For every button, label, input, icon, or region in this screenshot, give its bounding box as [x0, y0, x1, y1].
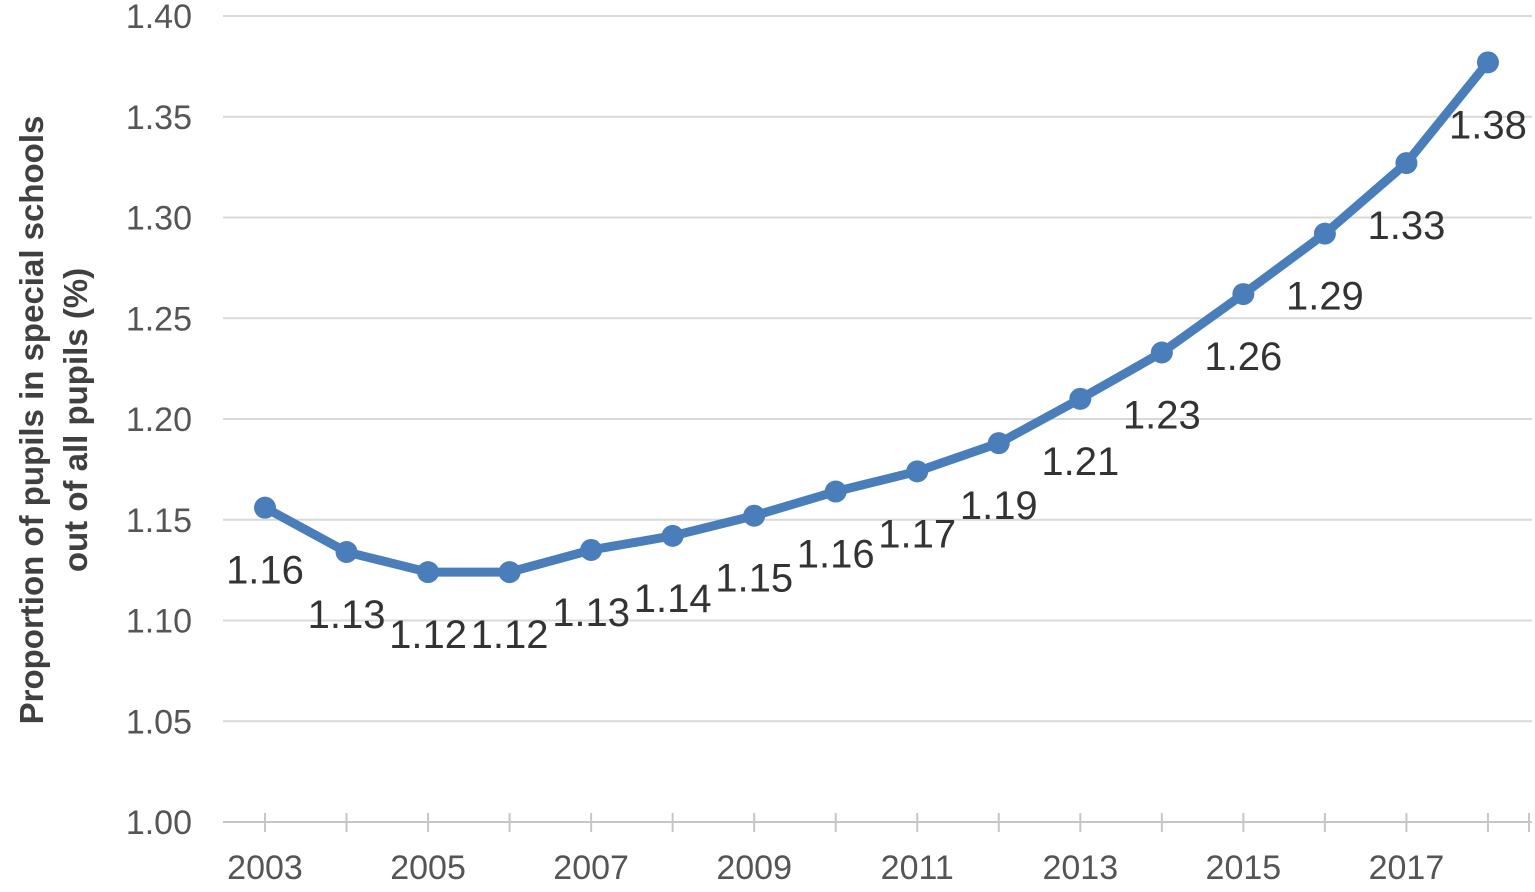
data-point	[743, 504, 766, 527]
y-tick-label: 1.30	[126, 200, 192, 238]
data-label: 1.38	[1449, 103, 1527, 147]
data-point	[1395, 152, 1418, 175]
data-label: 1.16	[797, 533, 875, 577]
y-tick-label: 1.40	[126, 0, 192, 36]
data-label: 1.14	[634, 577, 712, 621]
data-label: 1.21	[1041, 440, 1119, 484]
data-label: 1.29	[1286, 275, 1364, 319]
data-point	[1476, 51, 1499, 74]
y-tick-label: 1.35	[126, 99, 192, 137]
data-point	[1069, 387, 1092, 410]
data-point	[498, 561, 521, 584]
x-tick-label: 2013	[1042, 849, 1118, 887]
data-label: 1.19	[960, 484, 1038, 528]
data-point	[1232, 283, 1255, 306]
y-tick-label: 1.15	[126, 502, 192, 540]
data-label: 1.26	[1204, 335, 1282, 379]
data-point	[335, 540, 358, 563]
data-point	[661, 524, 684, 547]
x-tick-label: 2005	[390, 849, 466, 887]
x-tick-label: 2011	[881, 849, 954, 887]
data-point	[580, 538, 603, 561]
data-point	[987, 432, 1010, 455]
x-tick-label: 2009	[716, 849, 792, 887]
data-point	[417, 561, 440, 584]
series-line	[260, 57, 1493, 577]
data-label: 1.13	[552, 591, 630, 635]
data-point	[254, 496, 276, 519]
data-label: 1.13	[308, 593, 386, 637]
x-tick-label: 2015	[1206, 849, 1282, 887]
y-tick-label: 1.10	[126, 603, 192, 641]
y-tick-label: 1.05	[126, 703, 192, 741]
data-label: 1.12	[389, 613, 467, 657]
data-point	[824, 480, 847, 503]
y-tick-label: 1.25	[126, 300, 192, 338]
data-label: 1.15	[715, 557, 793, 601]
data-point	[1313, 222, 1336, 245]
y-tick-label: 1.00	[126, 804, 192, 842]
x-tick-label: 2003	[227, 849, 303, 887]
data-point	[1150, 341, 1173, 364]
data-label: 1.23	[1123, 394, 1201, 438]
data-label: 1.17	[878, 512, 956, 556]
data-label: 1.33	[1367, 204, 1445, 248]
data-point	[906, 460, 929, 483]
x-tick-label: 2017	[1369, 849, 1445, 887]
data-label: 1.12	[471, 613, 549, 657]
data-label: 1.16	[226, 549, 304, 593]
y-tick-label: 1.20	[126, 401, 192, 439]
x-tick-label: 2007	[553, 849, 629, 887]
